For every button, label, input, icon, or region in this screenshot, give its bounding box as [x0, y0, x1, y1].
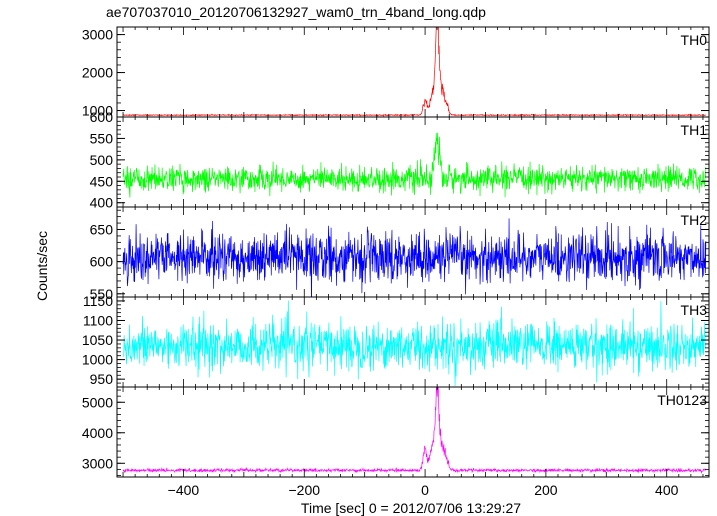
y-tick-label: 650 [90, 222, 114, 238]
y-tick-label: 4000 [82, 425, 113, 441]
panel-label-th0: TH0 [681, 32, 708, 48]
panel-label-th1: TH1 [681, 122, 708, 138]
y-tick-label: 600 [90, 109, 114, 125]
y-tick-label: 1100 [83, 312, 113, 328]
chart-title: ae707037010_20120706132927_wam0_trn_4ban… [106, 4, 486, 20]
panel-th3: 950 1000 1050 1100 1150 TH3 [82, 293, 710, 388]
y-tick-label: 500 [90, 152, 114, 168]
panels-group: 1000 2000 3000 TH0 400 450 500 550 600 TH1 550 600 6… [82, 26, 710, 478]
x-tick-label: −400 [168, 482, 200, 498]
y-tick-label: 1000 [82, 103, 113, 119]
x-axis-labels: −400 −200 0 200 400 [168, 482, 679, 498]
y-tick-label: 450 [90, 173, 114, 189]
panel-label-th0123: TH0123 [657, 392, 707, 408]
series-th0123 [122, 387, 707, 475]
y-tick-label: 3000 [82, 27, 113, 43]
y-tick-label: 2000 [82, 65, 113, 81]
y-tick-label: 550 [90, 130, 114, 146]
x-tick-label: 200 [534, 482, 558, 498]
panel-th1: 400 450 500 550 600 TH1 [90, 109, 710, 211]
panel-frame [116, 26, 710, 118]
series-th0 [122, 27, 706, 117]
series-th1 [122, 132, 707, 198]
panel-label-th2: TH2 [681, 212, 708, 228]
y-tick-label: 1000 [82, 352, 113, 368]
panel-frame [116, 116, 710, 208]
y-tick-label: 600 [90, 254, 114, 270]
panel-th2: 550 600 650 TH2 [90, 206, 710, 302]
panel-label-th3: TH3 [681, 302, 708, 318]
series-th3 [122, 300, 707, 387]
y-tick-label: 950 [90, 371, 114, 387]
y-axis-title: Counts/sec [34, 231, 50, 301]
series-th2 [122, 218, 707, 297]
x-tick-label: 400 [655, 482, 679, 498]
x-tick-label: −200 [288, 482, 320, 498]
y-tick-label: 3000 [82, 455, 113, 471]
y-tick-label: 1050 [82, 332, 113, 348]
panel-frame [116, 386, 710, 478]
y-tick-label: 550 [90, 286, 114, 302]
y-tick-label: 1150 [83, 293, 113, 309]
x-tick-label: 0 [421, 482, 429, 498]
y-tick-label: 5000 [82, 394, 113, 410]
panel-th0123: 3000 4000 5000 TH0123 [82, 386, 710, 478]
x-axis-title: Time [sec] 0 = 2012/07/06 13:29:27 [301, 500, 521, 516]
panel-th0: 1000 2000 3000 TH0 [82, 26, 710, 119]
y-tick-label: 400 [90, 195, 114, 211]
